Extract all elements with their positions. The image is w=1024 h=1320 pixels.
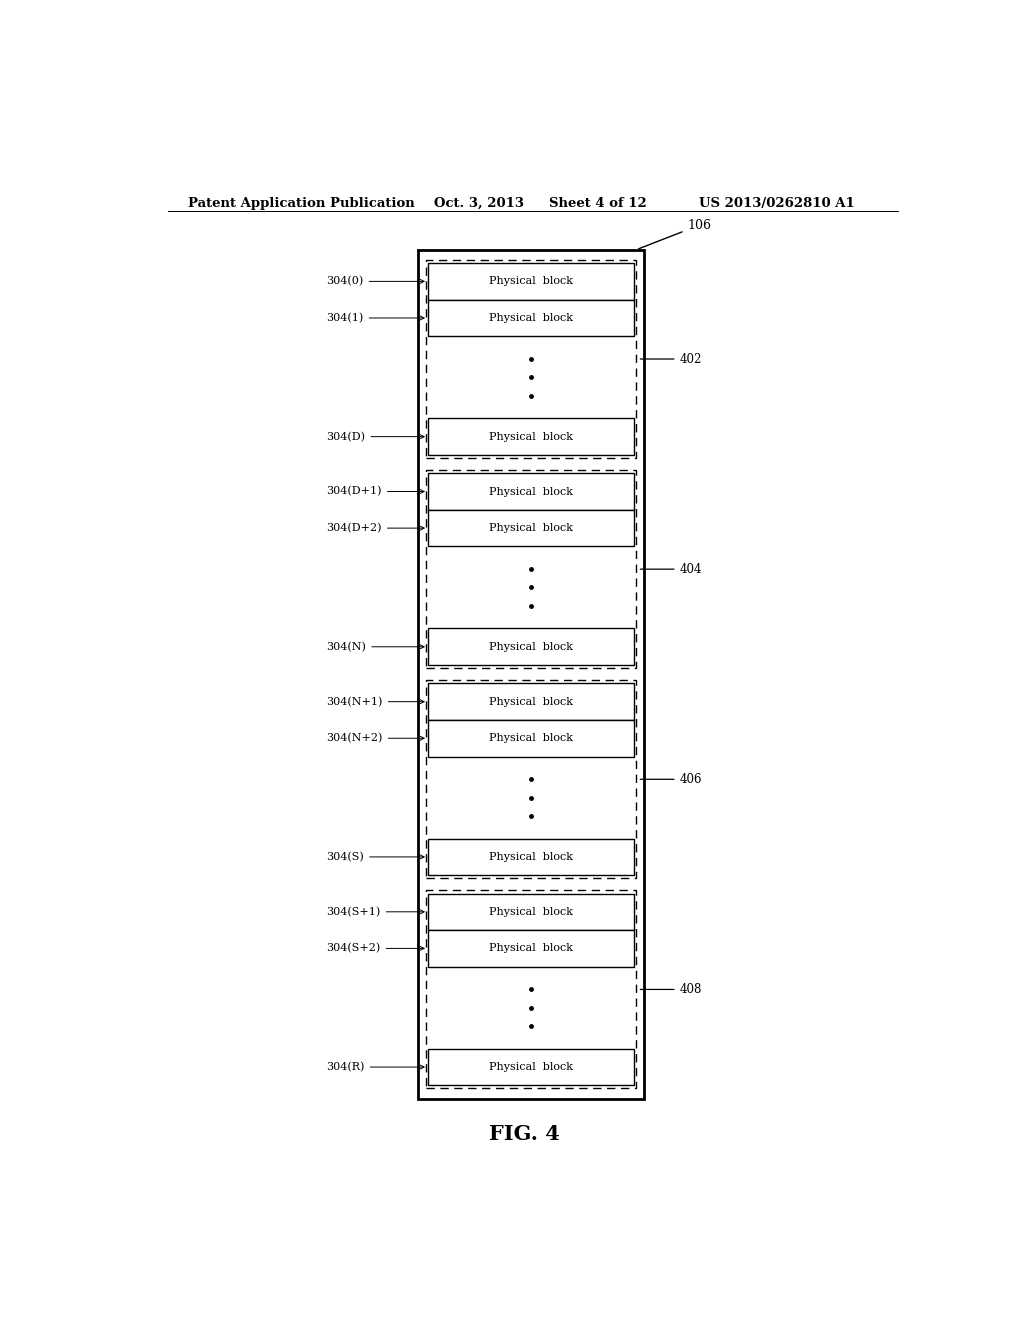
Text: Physical  block: Physical block: [488, 276, 572, 286]
Text: 408: 408: [640, 983, 701, 995]
Text: 404: 404: [640, 562, 702, 576]
Text: 106: 106: [639, 219, 712, 249]
Bar: [428, 684, 634, 719]
Text: 304(N+2): 304(N+2): [327, 733, 424, 743]
Text: Physical  block: Physical block: [488, 733, 572, 743]
Text: 304(R): 304(R): [327, 1061, 424, 1072]
Bar: [428, 263, 634, 300]
Text: Physical  block: Physical block: [488, 944, 572, 953]
Bar: [428, 300, 634, 337]
Bar: [426, 891, 636, 1089]
Text: 304(D+2): 304(D+2): [327, 523, 424, 533]
Bar: [428, 628, 634, 665]
Text: 304(D): 304(D): [327, 432, 424, 442]
Text: 304(N+1): 304(N+1): [327, 697, 424, 706]
Bar: [426, 260, 636, 458]
Text: Physical  block: Physical block: [488, 1063, 572, 1072]
Text: 406: 406: [640, 772, 702, 785]
Bar: [428, 1049, 634, 1085]
Bar: [428, 838, 634, 875]
Text: Physical  block: Physical block: [488, 907, 572, 917]
Text: 304(N): 304(N): [327, 642, 424, 652]
Text: Physical  block: Physical block: [488, 313, 572, 323]
Text: Oct. 3, 2013: Oct. 3, 2013: [433, 197, 523, 210]
Text: Patent Application Publication: Patent Application Publication: [187, 197, 415, 210]
Text: Physical  block: Physical block: [488, 642, 572, 652]
Text: 402: 402: [640, 352, 701, 366]
Text: 304(S+1): 304(S+1): [327, 907, 424, 917]
Text: US 2013/0262810 A1: US 2013/0262810 A1: [699, 197, 855, 210]
Text: Physical  block: Physical block: [488, 523, 572, 533]
Text: 304(0): 304(0): [327, 276, 424, 286]
Text: Physical  block: Physical block: [488, 487, 572, 496]
Text: 304(1): 304(1): [327, 313, 424, 323]
Bar: [428, 418, 634, 455]
Bar: [428, 474, 634, 510]
Text: Physical  block: Physical block: [488, 432, 572, 442]
Text: Sheet 4 of 12: Sheet 4 of 12: [549, 197, 646, 210]
Text: 304(S): 304(S): [327, 851, 424, 862]
Text: Physical  block: Physical block: [488, 851, 572, 862]
Text: 304(S+2): 304(S+2): [327, 944, 424, 953]
Bar: [418, 249, 644, 1098]
Text: FIG. 4: FIG. 4: [489, 1125, 560, 1144]
Bar: [428, 894, 634, 931]
Bar: [426, 680, 636, 878]
Text: Physical  block: Physical block: [488, 697, 572, 706]
Bar: [428, 931, 634, 966]
Text: 304(D+1): 304(D+1): [327, 486, 424, 496]
Bar: [428, 510, 634, 546]
Bar: [428, 719, 634, 756]
Bar: [426, 470, 636, 668]
